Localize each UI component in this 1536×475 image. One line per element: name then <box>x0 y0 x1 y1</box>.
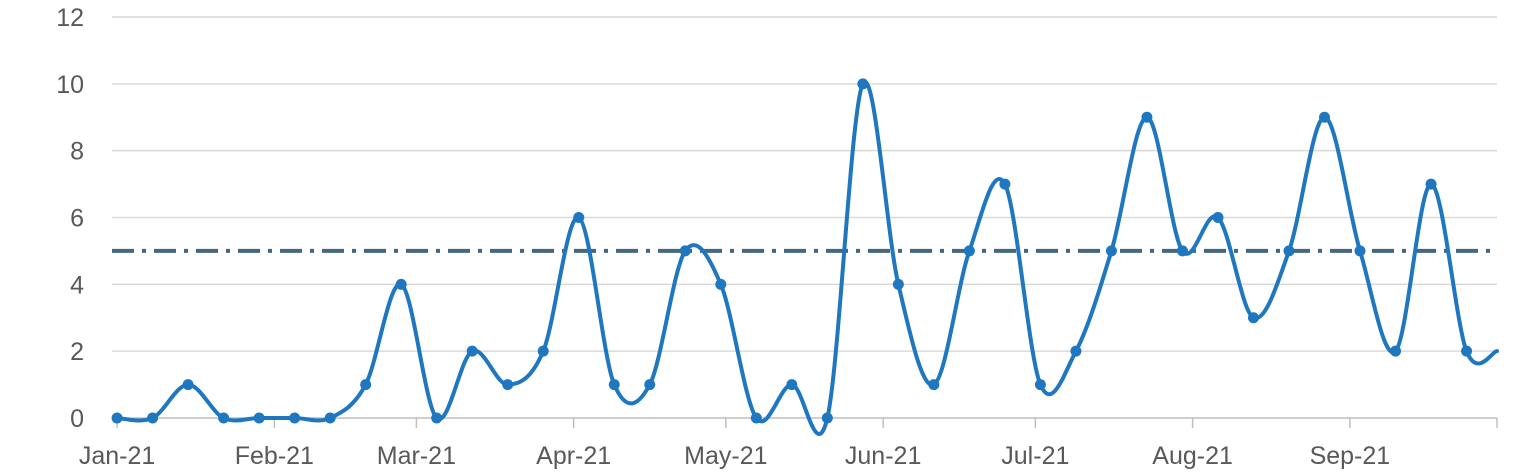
data-point-22 <box>892 278 904 290</box>
data-point-23 <box>928 379 940 391</box>
data-point-5 <box>289 412 301 424</box>
x-axis-tick-labels: Jan-21 Feb-21 Mar-21 Apr-21 May-21 Jun-21 Jul-… <box>79 442 1390 470</box>
y-tick-label-2: 2 <box>70 338 84 366</box>
data-point-30 <box>1176 245 1188 257</box>
x-tick-label-2: Mar-21 <box>377 442 456 470</box>
data-point-27 <box>1070 345 1082 357</box>
x-axis <box>112 417 1498 428</box>
data-point-11 <box>502 379 514 391</box>
series-line-0 <box>115 79 1499 437</box>
data-point-31 <box>1212 212 1224 223</box>
data-point-0 <box>111 412 123 424</box>
data-point-36 <box>1390 345 1402 357</box>
data-point-29 <box>1141 111 1153 123</box>
x-tick-label-6: Jul-21 <box>1001 442 1069 470</box>
data-point-28 <box>1105 245 1117 257</box>
y-tick-label-12: 12 <box>56 4 84 32</box>
y-tick-label-8: 8 <box>70 138 84 166</box>
y-tick-label-4: 4 <box>70 271 84 299</box>
data-point-21 <box>857 78 869 90</box>
data-point-4 <box>253 412 265 424</box>
data-point-15 <box>644 379 656 391</box>
x-tick-label-0: Jan-21 <box>79 442 155 470</box>
data-point-8 <box>395 278 407 290</box>
data-point-10 <box>466 345 478 357</box>
data-point-6 <box>324 412 336 424</box>
data-point-13 <box>573 212 585 223</box>
data-point-9 <box>431 412 443 424</box>
x-tick-label-3: Apr-21 <box>536 442 611 470</box>
data-point-34 <box>1319 111 1331 123</box>
x-tick-label-4: May-21 <box>684 442 767 470</box>
gridlines <box>112 16 1497 352</box>
x-tick-label-7: Aug-21 <box>1152 442 1233 470</box>
series-layer <box>111 78 1499 437</box>
data-point-12 <box>537 345 549 357</box>
y-tick-label-0: 0 <box>70 405 84 433</box>
x-tick-label-8: Sep-21 <box>1310 442 1391 470</box>
data-point-25 <box>999 178 1011 190</box>
data-point-24 <box>963 245 975 257</box>
data-point-19 <box>786 379 798 391</box>
x-tick-label-5: Jun-21 <box>845 442 921 470</box>
data-point-35 <box>1354 245 1366 257</box>
data-point-17 <box>715 278 727 290</box>
data-point-16 <box>679 245 691 257</box>
data-point-18 <box>750 412 762 424</box>
y-axis-tick-labels: 0 2 4 6 8 10 12 <box>56 4 84 433</box>
data-point-32 <box>1247 312 1259 324</box>
data-point-3 <box>218 412 230 424</box>
data-point-2 <box>182 379 194 391</box>
data-point-37 <box>1425 178 1437 190</box>
data-point-20 <box>821 412 833 424</box>
y-tick-label-6: 6 <box>70 205 84 233</box>
data-point-26 <box>1034 379 1046 391</box>
data-point-1 <box>147 412 159 424</box>
data-point-38 <box>1461 345 1473 357</box>
y-tick-label-10: 10 <box>56 71 84 99</box>
data-point-7 <box>360 379 372 391</box>
data-point-14 <box>608 379 620 391</box>
data-point-33 <box>1283 245 1295 257</box>
x-tick-label-1: Feb-21 <box>235 442 314 470</box>
